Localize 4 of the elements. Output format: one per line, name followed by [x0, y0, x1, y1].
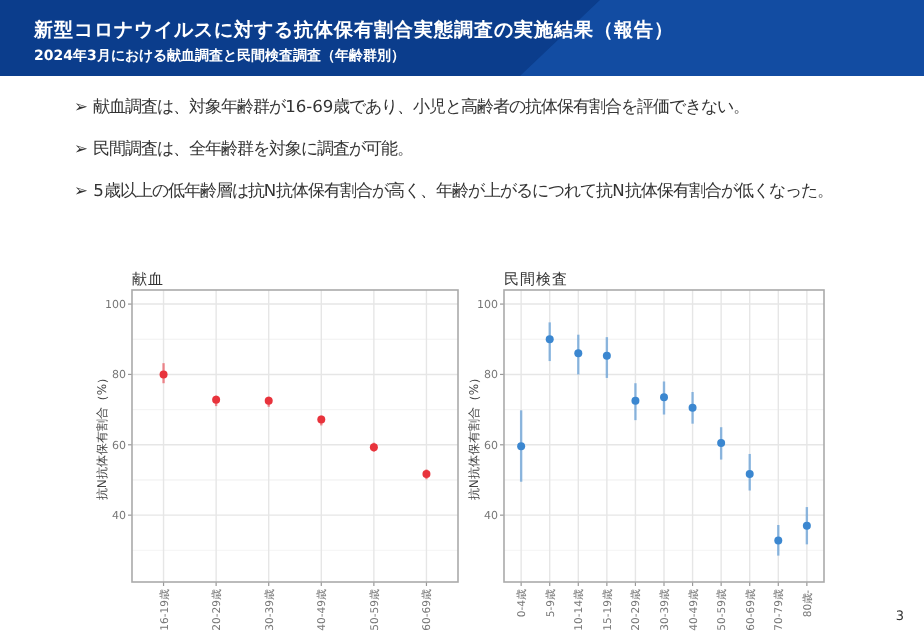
text: ➢ 献血調査は、対象年齢群が16-69歳であり、小児と高齢者の抗体保有割合を評価できない。	[74, 96, 750, 116]
text: ➢ 民間調査は、全年齢群を対象に調査が可能。	[74, 138, 414, 158]
text: ➢ 5歳以上の低年齢層は抗N抗体保有割合が高く、年齢が上がるにつれて抗N抗体保有割合が低くなった。	[74, 180, 833, 200]
text: 新型コロナウイルスに対する抗体保有割合実態調査の実施結果（報告）	[32, 18, 674, 42]
